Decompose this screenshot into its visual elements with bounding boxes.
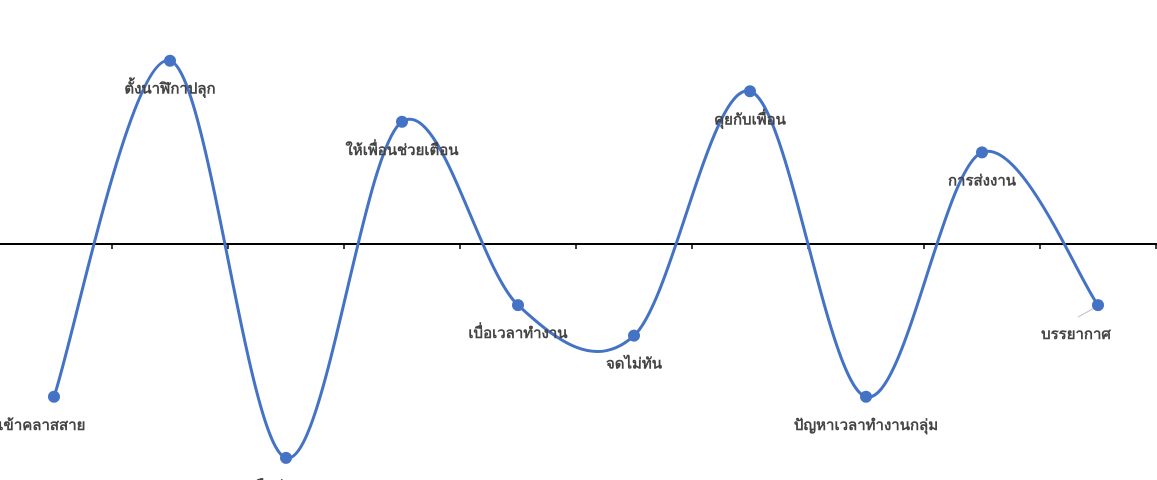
labels-layer: ตื่นสาย/เข้าคลาสสาย ตั้งนาฬิกาปลุกลืมส่งง…	[0, 77, 1111, 480]
data-label: การส่งงาน	[948, 171, 1017, 189]
data-point	[396, 115, 408, 128]
data-point	[976, 146, 988, 159]
data-point	[744, 85, 756, 98]
data-label: ตั้งนาฬิกาปลุก	[124, 77, 215, 99]
data-point	[1092, 299, 1104, 312]
data-point	[860, 390, 872, 403]
points-layer	[48, 54, 1104, 464]
data-label: ลืมส่งงาน	[255, 477, 317, 480]
data-point	[48, 390, 60, 403]
data-label: เบื่อเวลาทำงาน	[468, 322, 568, 342]
data-point	[628, 329, 640, 342]
data-point	[280, 451, 292, 464]
data-label: บรรยากาศ	[1041, 325, 1111, 343]
series-line	[52, 59, 1100, 460]
data-point	[512, 299, 524, 312]
data-label: ปัญหาเวลาทำงานกลุ่ม	[794, 416, 938, 435]
leaders-layer	[1077, 306, 1097, 318]
data-label: จดไม่ทัน	[606, 354, 663, 373]
data-point	[164, 54, 176, 67]
axis-layer	[0, 243, 1157, 249]
label-leader-line	[1077, 306, 1097, 318]
data-label: ตื่นสาย/เข้าคลาสสาย	[0, 414, 85, 434]
data-label: คุยกับเพื่อน	[714, 108, 786, 129]
data-label: ให้เพื่อนช่วยเตือน	[345, 139, 459, 159]
